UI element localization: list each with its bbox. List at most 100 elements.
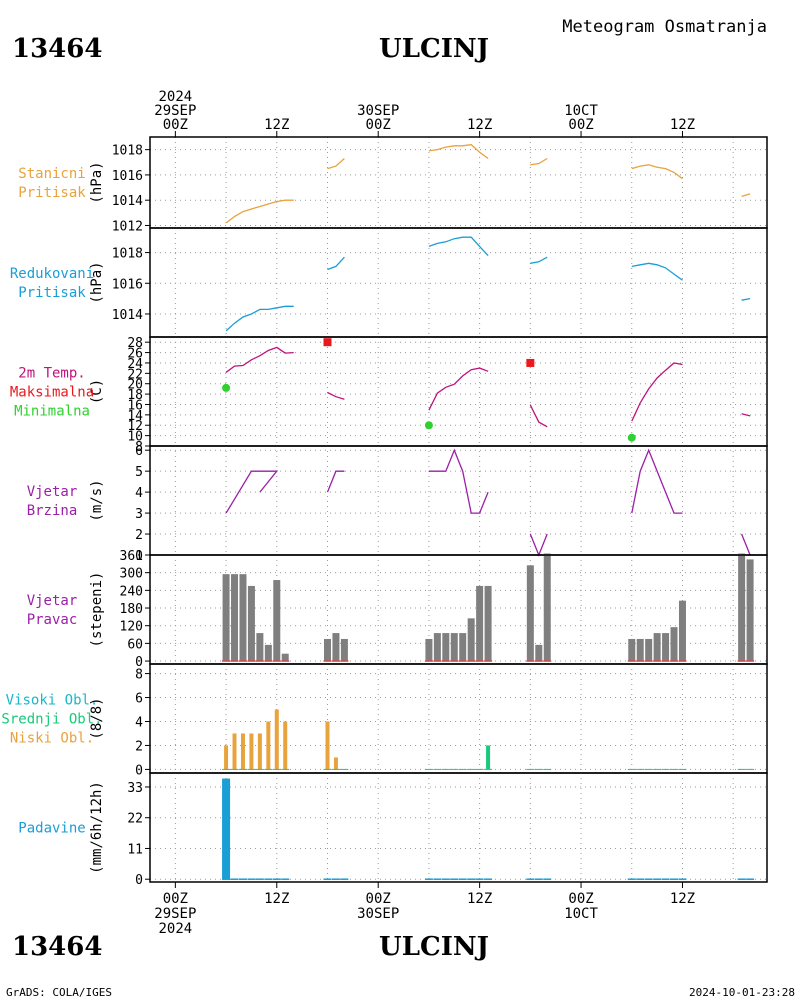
panel-frame bbox=[149, 772, 768, 883]
tmax-marker bbox=[323, 338, 332, 347]
y-tick-label: 2 bbox=[135, 739, 143, 754]
y-tick-label: 6 bbox=[135, 692, 143, 707]
y-tick-label: 120 bbox=[120, 620, 143, 635]
wind-direction-bar bbox=[442, 633, 450, 662]
wind-direction-bar bbox=[239, 574, 247, 662]
wind-direction-bar bbox=[628, 638, 636, 662]
y-tick-label: 16 bbox=[127, 398, 143, 413]
top-axis-label: 00Z bbox=[163, 117, 188, 133]
y-tick-label: 0 bbox=[135, 763, 143, 778]
y-tick-label: 22 bbox=[127, 367, 143, 382]
panel-label: Vjetar bbox=[27, 484, 78, 500]
y-tick-label: 26 bbox=[127, 347, 143, 362]
y-axis-label: (8/8) bbox=[89, 697, 105, 739]
panel-frame bbox=[149, 336, 768, 447]
y-tick-label: 24 bbox=[127, 357, 143, 372]
top-axis-label: 10CT bbox=[564, 103, 598, 119]
top-axis-label: 30SEP bbox=[357, 103, 399, 119]
series-line bbox=[225, 199, 294, 224]
y-tick-label: 180 bbox=[120, 602, 143, 617]
series-line bbox=[631, 448, 683, 514]
tmin-marker bbox=[424, 421, 433, 430]
panel-wind_direction: 0 60 120 180 240 300 360 (stepeni) Vjetar Pravac bbox=[27, 549, 768, 670]
grads-credit: GrADS: COLA/IGES bbox=[6, 986, 112, 999]
wind-direction-bar bbox=[459, 633, 467, 662]
tmin-marker bbox=[627, 433, 636, 442]
wind-direction-bar bbox=[332, 633, 340, 662]
bottom-axis-label: 12Z bbox=[670, 891, 695, 907]
y-tick-label: 8 bbox=[135, 668, 143, 683]
wind-direction-bar bbox=[678, 600, 686, 662]
panel-reduced_pressure: 1014 1016 1018 (hPa)Redukovani Pritisak bbox=[10, 227, 768, 338]
cloud-bar bbox=[274, 709, 279, 770]
series-line bbox=[428, 448, 489, 514]
top-axis-label: 12Z bbox=[670, 117, 695, 133]
panel-label: Redukovani bbox=[10, 266, 94, 282]
plot-timestamp: 2024-10-01-23:28 bbox=[689, 986, 795, 999]
series-line bbox=[428, 143, 489, 160]
y-tick-label: 3 bbox=[135, 507, 143, 522]
series-line bbox=[225, 470, 279, 514]
y-tick-label: 1012 bbox=[112, 219, 143, 234]
wind-direction-bar bbox=[340, 638, 348, 662]
bottom-axis-label: 00Z bbox=[568, 891, 593, 907]
wind-direction-bar bbox=[535, 644, 543, 662]
y-tick-label: 8 bbox=[135, 440, 143, 455]
panel-frame bbox=[149, 227, 768, 338]
y-tick-label: 240 bbox=[120, 584, 143, 599]
wind-direction-bar bbox=[273, 580, 281, 662]
station-id: 13464 bbox=[12, 34, 102, 64]
y-tick-label: 5 bbox=[135, 465, 143, 480]
y-axis-label: (hPa) bbox=[89, 161, 105, 203]
y-tick-label: 360 bbox=[120, 549, 143, 564]
footer-station-name: ULCINJ bbox=[379, 932, 489, 962]
cloud-bar bbox=[333, 757, 338, 770]
panel-wind_speed: 1 2 3 4 5 6 (m/s) Vjetar Brzina bbox=[27, 444, 768, 564]
wind-direction-bar bbox=[484, 585, 492, 662]
panel-label: Srednji Obl. bbox=[1, 712, 102, 728]
series-line bbox=[631, 164, 683, 180]
panel-label: Minimalna bbox=[14, 404, 90, 420]
bottom-axis-label: 00Z bbox=[366, 891, 391, 907]
y-axis-label: (mm/6h/12h) bbox=[89, 781, 105, 874]
bottom-axis-label: 29SEP bbox=[154, 906, 196, 922]
y-tick-label: 6 bbox=[135, 444, 143, 459]
y-tick-label: 11 bbox=[127, 842, 143, 857]
precip-bar bbox=[222, 778, 231, 880]
wind-direction-bar bbox=[662, 633, 670, 662]
series-line bbox=[741, 413, 751, 417]
top-axis-label: 12Z bbox=[264, 117, 289, 133]
top-axis-label: 29SEP bbox=[154, 103, 196, 119]
bottom-axis-label: 12Z bbox=[467, 891, 492, 907]
y-tick-label: 300 bbox=[120, 567, 143, 582]
y-tick-label: 28 bbox=[127, 336, 143, 351]
panel-label: Maksimalna bbox=[10, 385, 94, 401]
wind-direction-bar bbox=[323, 638, 331, 662]
station-name: ULCINJ bbox=[379, 34, 489, 64]
y-tick-label: 4 bbox=[135, 715, 143, 730]
y-tick-label: 20 bbox=[127, 378, 143, 393]
y-tick-label: 2 bbox=[135, 528, 143, 543]
series-line bbox=[741, 297, 751, 301]
y-tick-label: 1018 bbox=[112, 247, 143, 262]
cloud-bar bbox=[249, 733, 254, 770]
bottom-axis-label: 2024 bbox=[158, 921, 192, 937]
wind-direction-bar bbox=[543, 553, 551, 662]
cloud-bar bbox=[486, 745, 491, 770]
wind-direction-bar bbox=[738, 553, 746, 662]
series-line bbox=[740, 533, 751, 556]
y-tick-label: 1016 bbox=[112, 277, 143, 292]
panel-clouds: 0 2 4 6 8 (8/8)Visoki Obl. Srednji Obl. Niski O… bbox=[1, 663, 768, 778]
panel-precipitation: 0 11 22 33 (mm/6h/12h)Padavine bbox=[18, 772, 768, 888]
top-axis-label: 00Z bbox=[366, 117, 391, 133]
panel-label: Pravac bbox=[27, 612, 78, 628]
wind-direction-bar bbox=[222, 574, 230, 662]
series-line bbox=[741, 193, 751, 198]
series-line bbox=[326, 470, 345, 493]
y-axis-label: (hPa) bbox=[89, 261, 105, 303]
panel-label: Padavine bbox=[18, 821, 85, 837]
series-line bbox=[529, 533, 548, 557]
y-tick-label: 22 bbox=[127, 812, 143, 827]
